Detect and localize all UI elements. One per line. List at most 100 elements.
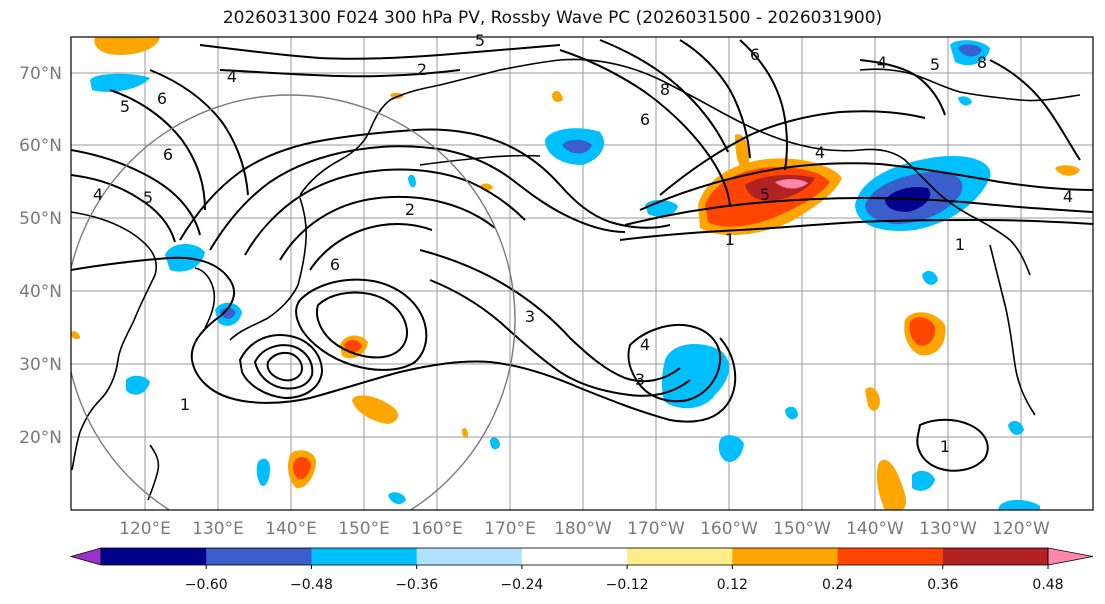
contour-label: 1 xyxy=(955,235,965,254)
colorbar-swatch xyxy=(837,548,944,565)
colorbar-tick-label: 0.24 xyxy=(822,577,853,593)
coastline-na-west xyxy=(989,244,1036,416)
lat-label: 40°N xyxy=(19,282,62,302)
contour-label: 1 xyxy=(725,230,735,249)
contour-label: 1 xyxy=(180,395,190,414)
negative-anomaly-hawaii xyxy=(661,344,730,409)
map-background xyxy=(71,37,1093,510)
lon-label: 150°E xyxy=(338,519,390,539)
colorbar-tick-label: −0.48 xyxy=(290,577,333,593)
contour-label: 1 xyxy=(940,437,950,456)
contour-label: 4 xyxy=(1063,187,1073,206)
colorbar-tick-label: −0.24 xyxy=(500,577,543,593)
rossby-wave-shading xyxy=(71,37,1080,510)
positive-anomaly-misc1 xyxy=(1055,165,1080,176)
contour-label: 3 xyxy=(635,370,645,389)
positive-anomaly-misc2 xyxy=(390,92,404,99)
contour-inner-a xyxy=(295,278,428,371)
graticule xyxy=(71,37,1093,510)
lat-label: 20°N xyxy=(19,428,62,448)
positive-anomaly-pac1-core xyxy=(344,339,362,353)
positive-anomaly-east2 xyxy=(876,459,907,510)
contour-jet-3 xyxy=(639,162,1093,211)
positive-anomaly-aleutian-peak xyxy=(775,179,808,189)
colorbar-swatch xyxy=(101,548,207,565)
negative-anomaly-korea-core xyxy=(220,307,236,319)
contour-left-2 xyxy=(71,174,176,243)
coastline-asia xyxy=(71,211,157,471)
contour-japan-c xyxy=(266,351,303,382)
coastline-alaska xyxy=(679,89,1031,276)
longitude-labels: 120°E 130°E 140°E 150°E 160°E 170°E 180°W 170°W… xyxy=(119,519,1050,539)
contour-label: 8 xyxy=(977,53,987,72)
lat-label: 60°N xyxy=(19,136,62,156)
lon-label: 130°W xyxy=(919,519,977,539)
contour-label: 4 xyxy=(815,143,825,162)
contour-left-4 xyxy=(149,69,249,196)
chart-title: 2026031300 F024 300 hPa PV, Rossby Wave … xyxy=(222,8,883,28)
positive-anomaly-misc10 xyxy=(71,331,80,340)
contour-hawaii xyxy=(627,324,722,403)
lon-label: 170°E xyxy=(484,519,536,539)
contour-mid-2 xyxy=(429,279,691,397)
lat-label: 50°N xyxy=(19,209,62,229)
contour-ridge-4 xyxy=(739,39,788,171)
colorbar-extend-high xyxy=(1047,547,1094,566)
negative-anomaly-east4 xyxy=(998,499,1040,510)
positive-anomaly-misc3 xyxy=(552,90,563,103)
contour-ridge-2 xyxy=(599,39,729,153)
negative-anomaly-topleft xyxy=(90,73,150,92)
lon-label: 120°E xyxy=(119,519,171,539)
contour-label: 4 xyxy=(227,67,237,86)
negative-anomaly-misc8 xyxy=(490,437,500,450)
contour-1-west xyxy=(71,256,737,423)
coastline-philippines xyxy=(147,444,160,501)
negative-anomaly-hawaii2 xyxy=(718,435,744,463)
colorbar-outline xyxy=(100,547,1049,566)
contour-top-2 xyxy=(219,69,461,78)
contour-left-3 xyxy=(109,89,206,211)
contour-6-arc xyxy=(309,223,433,271)
lon-label: 160°W xyxy=(700,519,758,539)
contour-label: 3 xyxy=(525,307,535,326)
coastlines xyxy=(71,58,1081,501)
negative-anomaly-misc5 xyxy=(408,174,416,188)
negative-anomaly-bering-core xyxy=(562,139,592,154)
positive-anomaly-arm xyxy=(735,134,750,171)
negative-anomaly-philip xyxy=(256,458,270,487)
contour-left-1 xyxy=(71,149,201,236)
negative-anomaly-east5 xyxy=(1008,420,1024,435)
colorbar-swatch xyxy=(206,548,312,565)
contour-label: 6 xyxy=(640,110,650,129)
lon-label: 140°E xyxy=(265,519,317,539)
negative-anomaly-east6 xyxy=(922,270,938,285)
colorbar-swatch xyxy=(416,548,523,565)
contour-5-arc xyxy=(279,195,496,261)
contour-label: 4 xyxy=(640,335,650,354)
contour-east-1 xyxy=(916,418,989,472)
contour-label: 6 xyxy=(157,89,167,108)
pv-contours xyxy=(71,39,1093,472)
coastline-aleutians xyxy=(419,154,541,166)
coastline-arctic xyxy=(859,68,1081,102)
colorbar-swatch xyxy=(311,548,418,565)
contour-jet-2 xyxy=(624,196,1093,226)
negative-anomaly-arctic-core xyxy=(958,44,982,57)
lon-label: 120°W xyxy=(992,519,1050,539)
lon-label: 170°W xyxy=(627,519,685,539)
latitude-labels: 70°N 60°N 50°N 40°N 30°N 20°N xyxy=(19,64,62,448)
colorbar-extend-low xyxy=(69,547,102,566)
negative-anomaly-misc6 xyxy=(785,406,798,420)
contour-label: 8 xyxy=(660,80,670,99)
contour-label: 4 xyxy=(93,185,103,204)
coastline-japan xyxy=(229,197,307,341)
contour-japan-a xyxy=(238,334,324,400)
positive-anomaly-east7 xyxy=(865,387,880,411)
lat-label: 70°N xyxy=(19,64,62,84)
positive-anomaly-east1-core xyxy=(909,317,936,346)
colorbar-swatch xyxy=(627,548,733,565)
colorbar-swatch xyxy=(732,548,839,565)
contour-jet-4 xyxy=(659,110,926,196)
great-circle xyxy=(71,94,516,510)
